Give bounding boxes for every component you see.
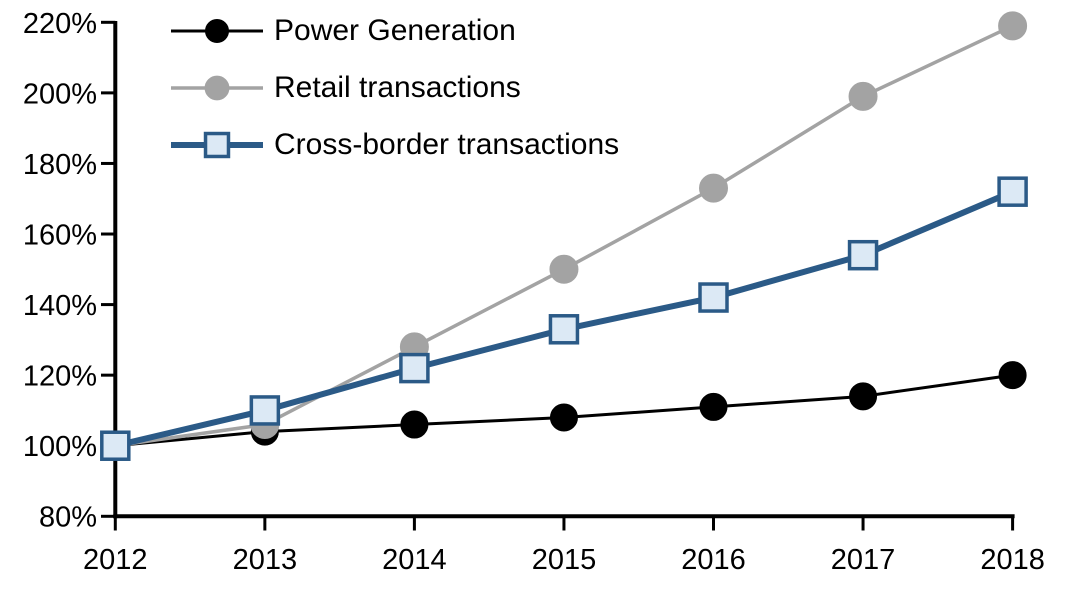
x-tick-label: 2018: [980, 544, 1045, 576]
y-tick-label: 120%: [23, 361, 97, 393]
marker-circle: [998, 361, 1027, 390]
y-tick-label: 80%: [39, 502, 97, 534]
series-2: [100, 176, 1028, 461]
legend-marker-power-generation-icon: [171, 18, 263, 43]
marker-circle: [699, 173, 728, 203]
marker-square: [847, 239, 879, 271]
legend-item-power-generation: Power Generation: [171, 2, 619, 59]
marker-square: [698, 282, 729, 313]
x-tick-label: 2015: [532, 544, 597, 576]
marker-circle: [204, 75, 230, 100]
legend-label-cross-border-transactions: Cross-border transactions: [274, 127, 620, 161]
legend-label-power-generation: Power Generation: [274, 13, 516, 47]
series-0: [101, 361, 1027, 460]
x-tick-label: 2014: [382, 544, 447, 576]
marker-circle: [549, 254, 579, 284]
marker-circle: [848, 81, 878, 111]
legend-item-cross-border-transactions: Cross-border transactions: [171, 116, 619, 173]
legend-label-retail-transactions: Retail transactions: [274, 70, 521, 104]
marker-square: [548, 314, 580, 345]
y-tick-label: 100%: [23, 431, 97, 463]
marker-circle: [699, 392, 728, 421]
y-tick-label: 200%: [23, 78, 97, 110]
y-tick-label: 160%: [23, 219, 97, 251]
marker-circle: [549, 403, 578, 432]
marker-square: [249, 395, 281, 426]
marker-square: [399, 352, 430, 384]
marker-circle: [849, 382, 878, 411]
y-tick-label: 140%: [23, 290, 97, 322]
marker-circle: [400, 410, 429, 439]
y-tick-label: 220%: [23, 8, 97, 40]
legend: Power Generation Retail transactions Cro…: [171, 2, 619, 173]
legend-item-retail-transactions: Retail transactions: [171, 59, 619, 116]
marker-circle: [998, 11, 1028, 41]
marker-square: [100, 430, 131, 461]
marker-square: [997, 176, 1028, 207]
x-tick-label: 2013: [233, 544, 298, 576]
marker-square: [203, 131, 231, 158]
x-tick-label: 2017: [831, 544, 896, 576]
x-tick-label: 2016: [681, 544, 746, 576]
y-tick-label: 180%: [23, 149, 97, 181]
legend-marker-cross-border-transactions-icon: [171, 131, 263, 158]
x-tick-label: 2012: [83, 544, 148, 576]
legend-marker-retail-transactions-icon: [171, 75, 263, 100]
marker-circle: [205, 18, 229, 43]
